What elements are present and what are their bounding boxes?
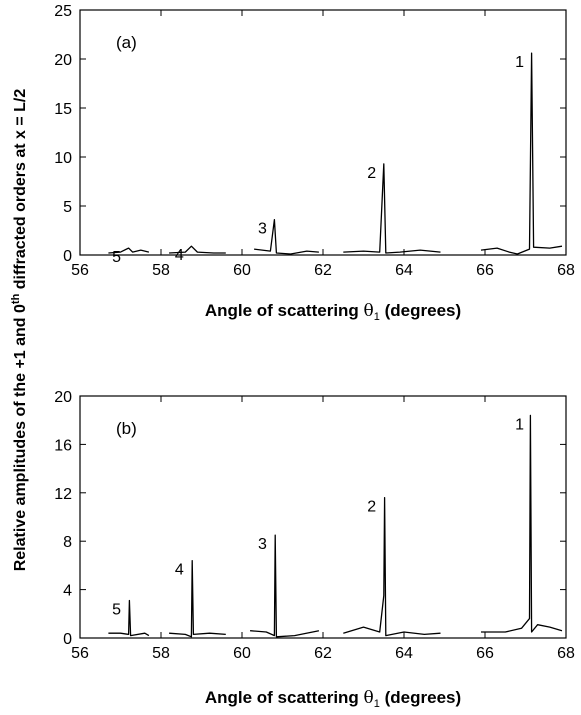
y-axis-label-superscript: th <box>10 293 22 304</box>
peak-label: 5 <box>112 601 121 618</box>
series-line <box>169 559 226 638</box>
y-tick-label: 10 <box>54 150 72 167</box>
x-tick-label: 60 <box>233 645 251 662</box>
plot-frame <box>79 9 567 256</box>
y-tick-label: 8 <box>63 534 72 551</box>
y-tick-label: 15 <box>54 101 72 118</box>
panel-label: (a) <box>116 33 137 52</box>
series-line <box>108 599 150 637</box>
y-tick-label: 20 <box>54 389 72 406</box>
y-axis-label: Relative amplitudes of the +1 and 0th di… <box>10 89 29 572</box>
peak-label: 4 <box>175 247 184 264</box>
x-axis-label-main: Angle of scattering <box>205 301 364 320</box>
x-axis-label-units: (degrees) <box>380 301 461 320</box>
x-tick-label: 62 <box>314 262 332 279</box>
y-tick-label: 20 <box>54 52 72 69</box>
peak-label: 2 <box>367 499 376 516</box>
panel-a: 56 58 60 62 64 66 68 0 5 10 15 20 25 1 2 3 4 5 (a) Angle of… <box>54 3 575 323</box>
peak-label: 1 <box>515 416 524 433</box>
series-line <box>108 247 150 254</box>
x-tick-label: 56 <box>71 645 89 662</box>
y-axis-label-tail: diffracted orders at x = L/2 <box>12 89 29 294</box>
x-tick-label: 66 <box>476 262 494 279</box>
x-tick-label: 68 <box>557 645 575 662</box>
series-line <box>250 534 320 638</box>
y-tick-label: 0 <box>63 631 72 648</box>
series-line <box>169 245 226 254</box>
series-line <box>343 163 441 254</box>
peak-label: 4 <box>175 562 184 579</box>
peak-label: 3 <box>258 536 267 553</box>
x-tick-label: 62 <box>314 645 332 662</box>
y-tick-label: 5 <box>63 199 72 216</box>
x-tick-label: 60 <box>233 262 251 279</box>
x-axis-label-subscript: 1 <box>374 311 380 323</box>
y-tick-label: 4 <box>63 583 72 600</box>
peak-label: 5 <box>112 249 121 266</box>
x-tick-label: 58 <box>152 645 170 662</box>
x-axis-label: Angle of scattering θ1 (degrees) <box>205 688 461 710</box>
x-tick-label: 68 <box>557 262 575 279</box>
panel-label: (b) <box>116 419 137 438</box>
series-line <box>481 414 563 633</box>
peak-label: 3 <box>258 221 267 238</box>
series-line <box>343 496 441 637</box>
x-axis-label-main: Angle of scattering <box>205 688 364 707</box>
x-axis-label: Angle of scattering θ1 (degrees) <box>205 301 461 323</box>
x-tick-label: 64 <box>395 645 413 662</box>
peak-label: 1 <box>515 54 524 71</box>
y-tick-label: 16 <box>54 437 72 454</box>
y-tick-label: 25 <box>54 3 72 20</box>
x-tick-label: 58 <box>152 262 170 279</box>
x-axis-label-symbol: θ <box>364 301 374 321</box>
x-axis-label-units: (degrees) <box>380 688 461 707</box>
y-tick-label: 0 <box>63 248 72 265</box>
series-line <box>480 52 563 255</box>
series-line <box>254 219 319 255</box>
x-axis-label-subscript: 1 <box>374 698 380 710</box>
x-tick-label: 64 <box>395 262 413 279</box>
y-tick-label: 12 <box>54 486 72 503</box>
x-tick-label: 66 <box>476 645 494 662</box>
x-axis-label-symbol: θ <box>364 688 374 708</box>
x-tick-label: 56 <box>71 262 89 279</box>
plot-frame <box>79 395 567 639</box>
peak-label: 2 <box>367 165 376 182</box>
y-axis-label-main: Relative amplitudes of the +1 and 0 <box>12 304 29 571</box>
